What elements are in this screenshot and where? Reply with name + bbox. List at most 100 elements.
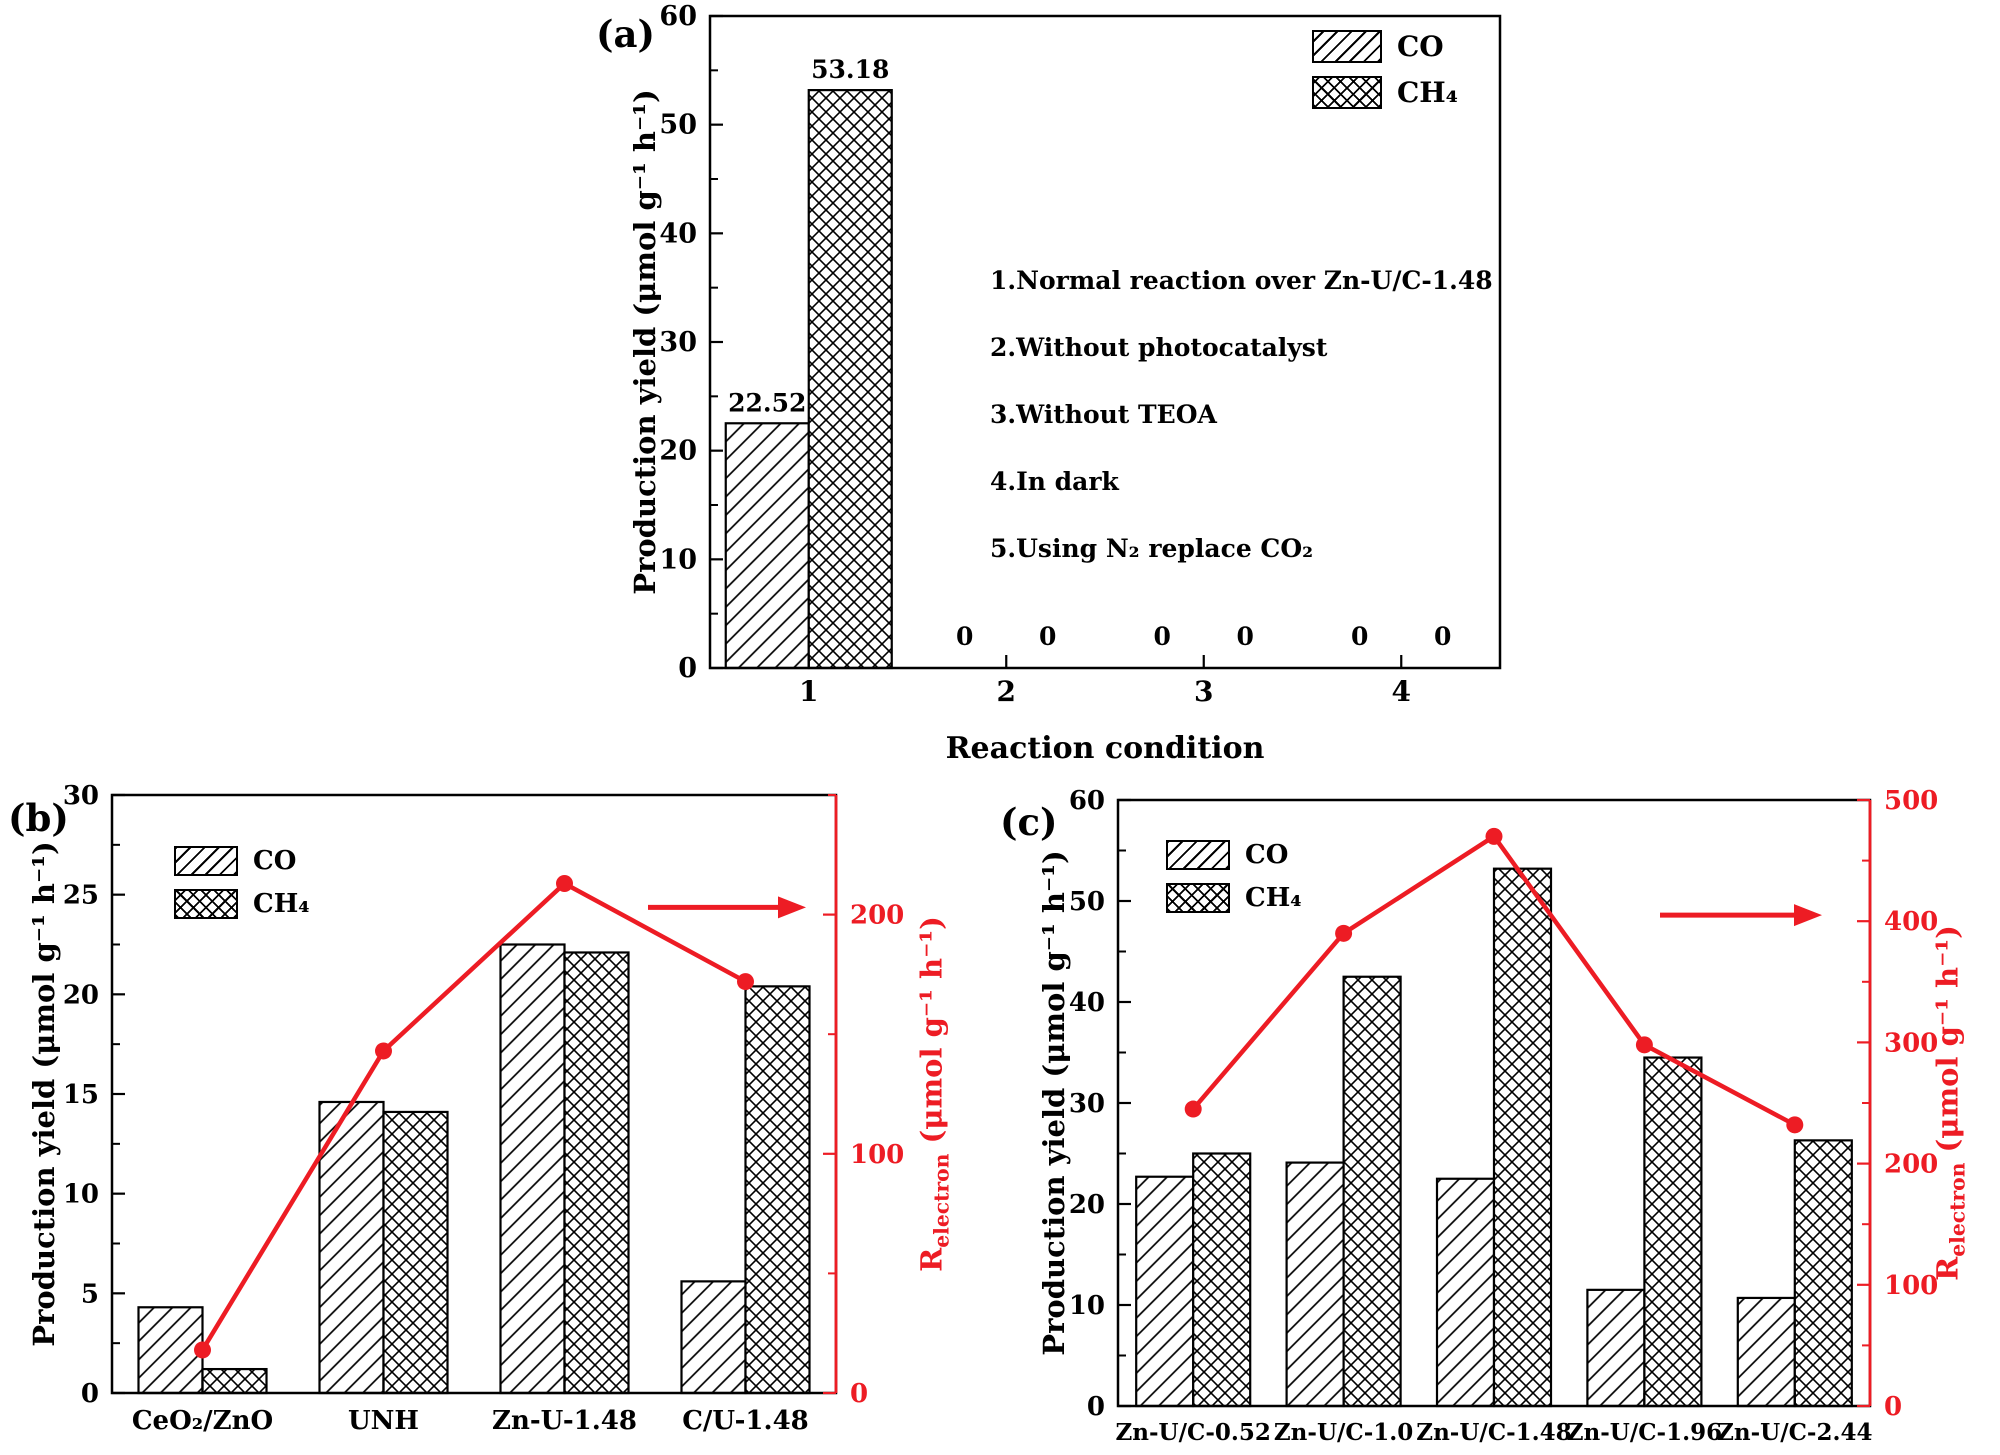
relectron-point-4 [1786, 1116, 1804, 1134]
panel-label-c: (c) [1000, 800, 1058, 844]
c-y-axis-title: Production yield (μmol g⁻¹ h⁻¹) [1037, 850, 1071, 1356]
bar-value-label: 0 [1154, 622, 1171, 651]
annotation-line-4: 4.In dark [990, 467, 1119, 496]
co-hatch-swatch [1312, 30, 1382, 63]
right-tick-label: 0 [850, 1379, 868, 1409]
relectron-point-3 [1635, 1036, 1653, 1054]
y-tick-label: 5 [81, 1279, 99, 1309]
x-category-label: Zn-U/C-1.0 [1274, 1419, 1413, 1446]
right-tick-label: 200 [850, 901, 904, 931]
co-hatch-swatch [174, 846, 238, 876]
bar-ch4-0 [201, 1367, 268, 1395]
ch4-hatch-swatch [1166, 883, 1230, 913]
x-category-label: Zn-U-1.48 [492, 1406, 637, 1436]
annotation-line-5: 5.Using N₂ replace CO₂ [990, 534, 1314, 563]
right-axis-arrow-head [778, 896, 806, 919]
bar-co-1 [318, 1100, 385, 1395]
relectron-point-3 [737, 973, 754, 991]
right-tick-label: 300 [1884, 1028, 1938, 1058]
relectron-point-1 [375, 1042, 392, 1060]
relectron-point-1 [1335, 924, 1353, 942]
y-tick-label: 60 [1069, 786, 1105, 816]
bar-ch4-0 [1192, 1152, 1252, 1408]
b-right-axis-title: Relectron (μmol g⁻¹ h⁻¹) [915, 916, 954, 1272]
legend-item-ch4: CH₄ [1312, 76, 1458, 109]
right-tick-label: 200 [1884, 1150, 1938, 1180]
bar-value-label: 0 [956, 622, 973, 651]
legend-item-co: CO [1166, 840, 1302, 870]
y-tick-label: 50 [1069, 887, 1105, 917]
y-tick-label: 40 [659, 218, 697, 249]
bar-co-0 [724, 422, 810, 670]
x-category-label: C/U-1.48 [682, 1406, 809, 1436]
x-category-label: Zn-U/C-0.52 [1116, 1419, 1271, 1446]
x-category-label: Zn-U/C-2.44 [1717, 1419, 1872, 1446]
b-right-title-sub: electron [929, 1153, 954, 1248]
legend-label-ch4: CH₄ [1397, 76, 1459, 109]
legend-label-co: CO [1245, 840, 1289, 870]
bar-ch4-4 [1793, 1139, 1853, 1408]
bar-co-1 [1285, 1161, 1345, 1408]
right-tick-label: 0 [1884, 1392, 1902, 1422]
x-category-label: 4 [1392, 675, 1411, 708]
y-tick-label: 60 [659, 1, 697, 32]
b-right-title-unit: (μmol g⁻¹ h⁻¹) [914, 916, 949, 1154]
legend-item-ch4: CH₄ [1166, 883, 1302, 913]
x-category-label: 1 [799, 675, 818, 708]
bar-value-label: 0 [1434, 622, 1451, 651]
relectron-point-2 [1485, 827, 1503, 845]
bar-ch4-1 [1342, 975, 1402, 1408]
x-category-label: CeO₂/ZnO [132, 1406, 273, 1436]
legend-label-co: CO [1397, 30, 1444, 63]
bar-ch4-3 [744, 985, 811, 1395]
b-y-axis-title: Production yield (μmol g⁻¹ h⁻¹) [27, 841, 61, 1347]
a-y-axis-title: Production yield (μmol g⁻¹ h⁻¹) [628, 89, 662, 595]
panel-label-b: (b) [8, 796, 69, 840]
c-right-axis-title: Relectron (μmol g⁻¹ h⁻¹) [1931, 925, 1970, 1281]
relectron-point-2 [556, 875, 573, 893]
bar-ch4-2 [1492, 867, 1553, 1408]
c-right-title-unit: (μmol g⁻¹ h⁻¹) [1930, 925, 1965, 1163]
legend-label-ch4: CH₄ [253, 889, 310, 919]
x-category-label: Zn-U/C-1.96 [1567, 1419, 1722, 1446]
legend-item-co: CO [1312, 30, 1458, 63]
b-right-title-base: R [914, 1247, 949, 1272]
chart-b: 0 5 10 15 20 25 30 CeO₂/ZnO UNH Zn-U-1.48 C/U-1.48… [63, 781, 904, 1436]
y-tick-label: 10 [1069, 1291, 1105, 1321]
ch4-hatch-swatch [174, 889, 238, 919]
y-tick-label: 10 [63, 1180, 99, 1210]
bar-value-label: 53.18 [811, 55, 889, 84]
x-category-label: 2 [997, 675, 1016, 708]
x-category-label: Zn-U/C-1.48 [1416, 1419, 1571, 1446]
bar-value-label: 0 [1237, 622, 1254, 651]
ch4-hatch-swatch [1312, 76, 1382, 109]
legend-b: CO CH₄ [174, 846, 310, 919]
y-tick-label: 30 [63, 781, 99, 811]
bar-value-label: 22.52 [728, 388, 806, 417]
annotation-line-1: 1.Normal reaction over Zn-U/C-1.48 [990, 266, 1493, 295]
bar-co-3 [1586, 1288, 1646, 1408]
bar-co-4 [1736, 1296, 1796, 1408]
bar-co-3 [680, 1280, 747, 1395]
y-tick-label: 20 [659, 436, 697, 467]
bar-value-label: 0 [1351, 622, 1368, 651]
annotation-line-3: 3.Without TEOA [990, 400, 1217, 429]
legend-label-co: CO [253, 846, 297, 876]
y-tick-label: 15 [63, 1080, 99, 1110]
bar-co-2 [499, 943, 566, 1395]
legend-item-co: CO [174, 846, 310, 876]
bar-value-label: 0 [1039, 622, 1056, 651]
y-tick-label: 0 [678, 653, 697, 684]
y-tick-label: 25 [63, 881, 99, 911]
y-tick-label: 20 [1069, 1190, 1105, 1220]
panel-label-a: (a) [596, 12, 655, 56]
chart-a: 22.52 0 0 0 53.18 0 0 0 0 10 20 30 40 50 60 1 2 3 4 [659, 1, 1502, 708]
y-tick-label: 0 [1087, 1392, 1105, 1422]
right-tick-label: 500 [1884, 786, 1938, 816]
right-tick-label: 100 [1884, 1271, 1938, 1301]
legend-item-ch4: CH₄ [174, 889, 310, 919]
y-tick-label: 30 [1069, 1089, 1105, 1119]
a-annotations: 1.Normal reaction over Zn-U/C-1.48 2.Wit… [990, 266, 1493, 601]
